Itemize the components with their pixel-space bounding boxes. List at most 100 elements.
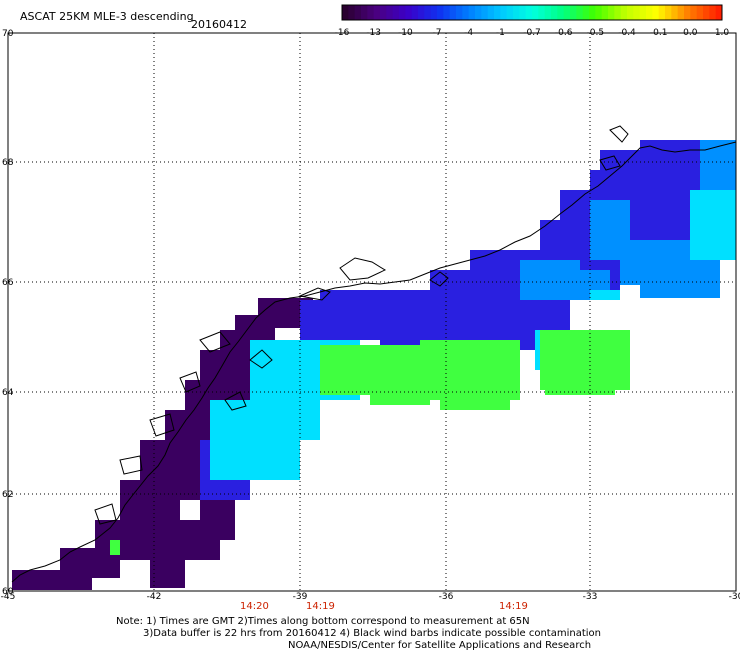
map-date: 20160412 [191, 18, 247, 31]
colorbar-swatch [601, 5, 609, 20]
colorbar-swatch [354, 5, 362, 20]
colorbar-swatch [576, 5, 584, 20]
lat-label: 64 [2, 388, 14, 398]
colorbar-swatch [380, 5, 387, 20]
colorbar-swatch [538, 5, 546, 20]
colorbar-swatch [665, 5, 672, 20]
colorbar-swatch [487, 5, 495, 20]
colorbar-swatch [525, 5, 533, 20]
longitude-labels: -45 -42 -39 -36 -33 -30 [1, 592, 740, 602]
swath-cell [640, 280, 720, 298]
colorbar-swatch [519, 5, 527, 20]
colorbar-swatch [462, 5, 470, 20]
colorbar-swatch [405, 5, 413, 20]
swath-cell [110, 540, 120, 555]
note-line-3: NOAA/NESDIS/Center for Satellite Applica… [288, 640, 591, 650]
colorbar-swatch [367, 5, 375, 20]
colorbar-swatch [424, 5, 432, 20]
colorbar-swatch [652, 5, 660, 20]
colorbar-swatch [399, 5, 406, 20]
colorbar-swatch [614, 5, 622, 20]
note-line-2: 3)Data buffer is 22 hrs from 20160412 4)… [143, 628, 601, 639]
colorbar-swatch [684, 5, 691, 20]
colorbar-swatch [627, 5, 634, 20]
map-frame [7, 32, 737, 592]
swath-cell [700, 140, 736, 190]
colorbar-swatch [506, 5, 514, 20]
colorbar-swatch [418, 5, 425, 20]
swath-cell [440, 390, 510, 410]
colorbar-swatch [437, 5, 444, 20]
colorbar-swatch [551, 5, 558, 20]
colorbar-swatch [361, 5, 368, 20]
swath-cell [210, 400, 300, 480]
lon-label: -39 [293, 592, 308, 602]
lon-label: -30 [729, 592, 740, 602]
colorbar-swatch [449, 5, 457, 20]
swath-cell [230, 480, 250, 500]
colorbar-swatch [582, 5, 590, 20]
colorbar-swatch [500, 5, 508, 20]
colorbar-swatch [456, 5, 463, 20]
swath-cell [380, 300, 440, 345]
coastline [11, 141, 737, 583]
lat-label: 68 [2, 158, 14, 168]
colorbar-swatch [468, 5, 476, 20]
colorbar-swatch [589, 5, 596, 20]
colorbar-swatch [373, 5, 381, 20]
colorbar-swatch [658, 5, 666, 20]
coastline-islands [94, 125, 629, 525]
colorbar-swatch [532, 5, 539, 20]
colorbar-swatch [475, 5, 482, 20]
colorbar-swatch [411, 5, 419, 20]
swath-cell [150, 560, 185, 588]
swath-cell [590, 290, 620, 300]
colorbar-swatch [544, 5, 552, 20]
lon-label: -42 [147, 592, 162, 602]
colorbar-swatch [430, 5, 438, 20]
lat-label: 60 [2, 587, 14, 597]
time-label-2: 14:19 [306, 601, 335, 612]
colorbar-swatch [386, 5, 394, 20]
swath-cell [200, 500, 235, 540]
colorbar-swatch [342, 5, 349, 20]
lat-label: 62 [2, 490, 13, 500]
swath-cell [690, 190, 736, 260]
colorbar-swatch [481, 5, 489, 20]
time-label-3: 14:19 [499, 601, 528, 612]
colorbar-swatch [608, 5, 615, 20]
colorbar-swatch [677, 5, 685, 20]
note-line-1: Note: 1) Times are GMT 2)Times along bot… [116, 616, 530, 627]
colorbar-swatch [646, 5, 653, 20]
colorbar-swatch [671, 5, 679, 20]
colorbar-swatch [639, 5, 647, 20]
colorbar-frame [341, 4, 723, 21]
lon-label: -45 [1, 592, 16, 602]
colorbar-swatch [620, 5, 628, 20]
colorbar-swatch [709, 5, 717, 20]
colorbar-swatch [513, 5, 520, 20]
colorbar-swatch [443, 5, 451, 20]
lat-label: 70 [2, 29, 14, 39]
colorbar-swatch [703, 5, 710, 20]
colorbar-swatch [557, 5, 565, 20]
latitude-labels: 70 68 66 64 62 60 [2, 29, 14, 597]
colorbar-swatch [633, 5, 641, 20]
colorbar [341, 4, 723, 21]
map-title: ASCAT 25KM MLE-3 descending [20, 10, 194, 23]
lon-label: -33 [583, 592, 598, 602]
colorbar-swatch [690, 5, 698, 20]
data-swath [12, 140, 736, 590]
colorbar-swatch [595, 5, 603, 20]
lon-label: -36 [439, 592, 454, 602]
colorbar-swatch [570, 5, 577, 20]
swath-cell [600, 335, 630, 385]
colorbar-swatch [715, 5, 723, 20]
colorbar-swatch [392, 5, 400, 20]
colorbar-swatch [696, 5, 704, 20]
time-label-1: 14:20 [240, 601, 269, 612]
lat-label: 66 [2, 278, 14, 288]
swath-cell [545, 380, 615, 395]
